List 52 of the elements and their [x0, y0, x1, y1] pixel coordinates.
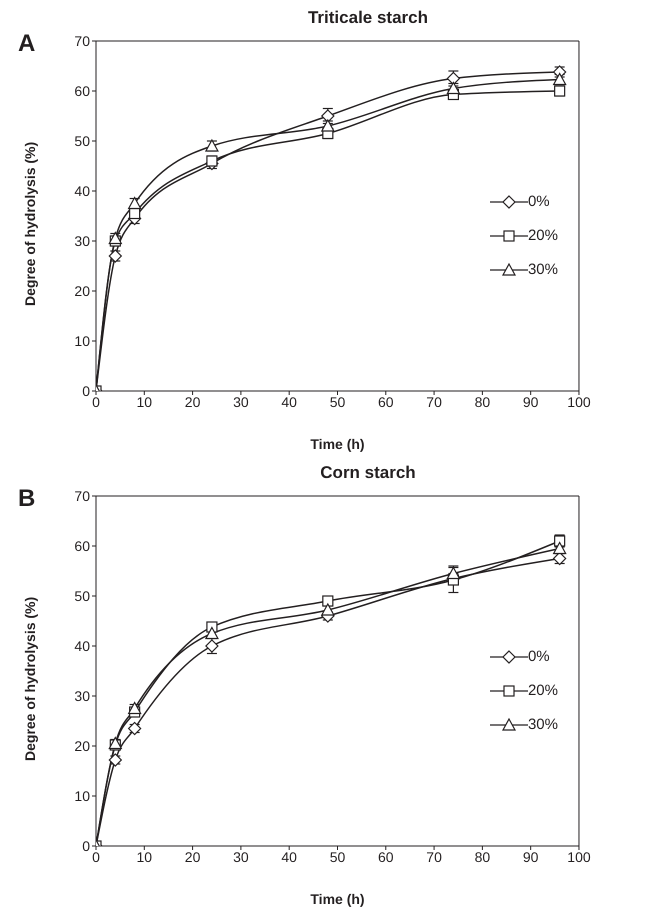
chart-title: Corn starch	[319, 463, 417, 483]
x-tick-label: 10	[136, 848, 152, 865]
legend-label: 0%	[528, 648, 550, 665]
y-tick-label: 60	[74, 82, 90, 99]
y-tick-label: 20	[74, 282, 90, 299]
y-tick-label: 0	[82, 838, 90, 854]
y-tick-label: 30	[74, 688, 90, 704]
chart-title: Triticale starch	[306, 8, 429, 28]
y-tick-label: 30	[74, 232, 90, 249]
x-tick-label: 100	[567, 394, 591, 410]
text: B	[18, 485, 36, 513]
y-tick-label: 50	[74, 588, 90, 604]
y-axis-title: Degree of hydrolysis (%)	[22, 596, 38, 761]
x-axis-title: Time (h)	[310, 891, 365, 907]
x-tick-label: 100	[567, 848, 591, 865]
y-tick-label: 40	[74, 638, 90, 654]
y-tick-label: 10	[74, 332, 90, 349]
x-tick-label: 90	[522, 394, 539, 410]
legend-label: 30%	[528, 261, 558, 278]
x-tick-label: 50	[330, 394, 346, 410]
x-tick-label: 30	[233, 848, 249, 865]
x-tick-label: 10	[136, 394, 152, 410]
x-tick-label: 20	[184, 848, 201, 865]
y-axis-title: Degree of hydrolysis (%)	[22, 142, 38, 306]
x-tick-label: 70	[426, 394, 442, 410]
x-axis-title: Time (h)	[310, 436, 365, 452]
x-tick-label: 0	[92, 394, 100, 410]
y-tick-label: 50	[74, 132, 90, 149]
y-tick-label: 40	[74, 182, 90, 199]
x-tick-label: 20	[184, 394, 201, 410]
x-tick-label: 70	[426, 848, 442, 865]
legend-label: 20%	[528, 682, 558, 699]
x-tick-label: 80	[474, 394, 490, 410]
x-tick-label: 50	[330, 848, 346, 865]
y-tick-label: 70	[74, 488, 90, 504]
y-tick-label: 10	[74, 788, 90, 804]
y-tick-label: 60	[74, 538, 90, 554]
text: A	[18, 30, 36, 58]
legend-label: 20%	[528, 227, 558, 244]
x-tick-label: 80	[474, 848, 490, 865]
x-tick-label: 30	[233, 394, 249, 410]
y-tick-label: 20	[74, 738, 90, 754]
x-tick-label: 60	[378, 394, 394, 410]
x-tick-label: 60	[378, 848, 394, 865]
x-tick-label: 40	[281, 848, 298, 865]
x-tick-label: 90	[522, 848, 539, 865]
x-tick-label: 40	[281, 394, 298, 410]
legend-label: 0%	[528, 193, 550, 210]
legend-label: 30%	[528, 716, 558, 733]
y-tick-label: 70	[74, 32, 90, 49]
x-tick-label: 0	[92, 848, 100, 865]
y-tick-label: 0	[82, 382, 90, 399]
